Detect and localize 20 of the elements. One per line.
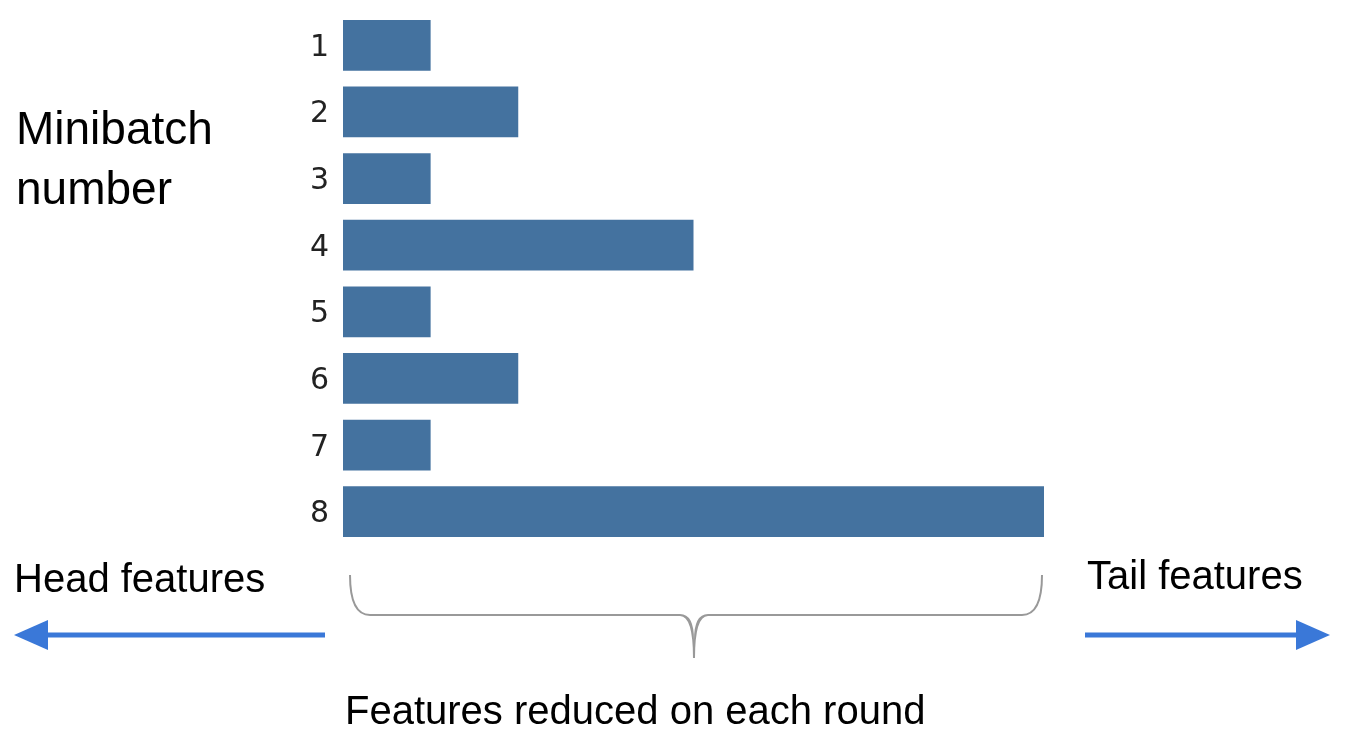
y-tick-label: 4 <box>309 227 329 263</box>
bar <box>343 219 694 271</box>
y-tick-label: 8 <box>309 494 329 530</box>
y-tick-label: 7 <box>309 427 329 463</box>
y-tick-label: 3 <box>309 161 329 197</box>
bar <box>343 419 431 471</box>
y-tick-label: 2 <box>309 94 329 130</box>
y-tick-label: 1 <box>309 27 329 63</box>
text: Tail features <box>1087 553 1303 597</box>
y-axis-title: Minibatch number <box>16 102 226 214</box>
bar <box>343 153 431 204</box>
bar <box>343 286 431 338</box>
bar <box>343 20 431 71</box>
bar <box>343 86 519 138</box>
text: Head features <box>14 556 266 600</box>
bar <box>343 486 1044 538</box>
y-tick-label: 5 <box>309 294 329 330</box>
y-tick-label: 6 <box>309 360 329 396</box>
x-axis-title: Features reduced on each round <box>345 688 926 732</box>
bar <box>343 353 519 404</box>
